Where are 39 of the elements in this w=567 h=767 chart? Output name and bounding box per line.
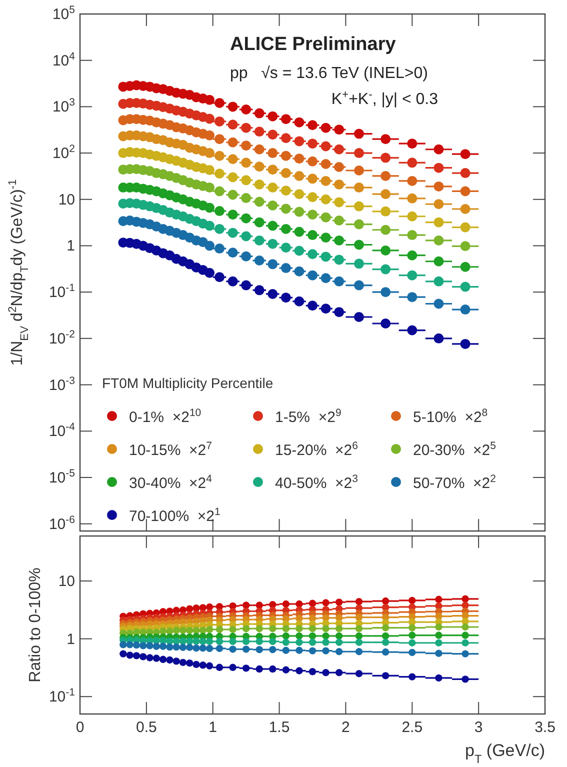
y-tick-label: 10$^{-1}$ (48, 686, 76, 706)
legend-label: 70-100% ×2$^{1}$ (129, 506, 220, 525)
y-tick-label: 1 (66, 630, 75, 648)
legend-label: 1-5% ×2$^{9}$ (275, 407, 342, 426)
x-tick-label: 0.5 (136, 719, 157, 736)
y-tick-label: 10$^{-3}$ (48, 374, 76, 394)
legend-label: 0-1% ×2$^{10}$ (129, 407, 202, 426)
legend-label: 15-20% ×2$^{6}$ (275, 440, 358, 459)
y-tick-label: 10 (58, 191, 75, 208)
y-tick-label: 10$^{-5}$ (48, 467, 76, 486)
y-tick-label: 10$^{3}$ (52, 96, 76, 116)
x-tick-label: 2.5 (402, 719, 423, 736)
y-axis-title: Ratio to 0-100% (27, 568, 44, 682)
x-tick-label: 1 (208, 719, 218, 736)
y-tick-label: 10$^{5}$ (52, 4, 76, 23)
legend-title: FT0M Multiplicity Percentile (102, 375, 274, 391)
legend-label: 5-10% ×2$^{8}$ (413, 407, 488, 426)
y-tick-label: 10$^{2}$ (52, 143, 76, 162)
x-tick-label: 3 (474, 719, 483, 736)
y-tick-label: 10$^{-6}$ (48, 514, 76, 533)
x-tick-label: 2 (342, 719, 350, 736)
y-tick-label: 10$^{4}$ (52, 50, 76, 70)
x-tick-label: 3.5 (534, 719, 556, 736)
legend-label: 40-50% ×2$^{3}$ (275, 473, 358, 492)
legend-label: 10-15% ×2$^{7}$ (129, 440, 212, 459)
x-tick-label: 1.5 (268, 719, 290, 736)
annotation: pp √s = 13.6 TeV (INEL>0) (230, 65, 428, 82)
annotation: K$^{+}$+K$^{-}$, |y| < 0.3 (331, 89, 438, 108)
x-tick-label: 0 (76, 719, 84, 736)
legend-label: 30-40% ×2$^{4}$ (129, 473, 212, 492)
y-tick-label: 10$^{-4}$ (48, 421, 76, 440)
y-tick-label: 10$^{-1}$ (48, 282, 76, 302)
annotation: ALICE Preliminary (230, 34, 396, 55)
y-tick-label: 10 (58, 572, 75, 590)
y-tick-label: 10$^{-2}$ (48, 328, 76, 348)
legend-label: 20-30% ×2$^{5}$ (413, 440, 496, 459)
y-tick-label: 1 (66, 238, 75, 255)
x-axis-title: p$_{T}$ (GeV/c) (464, 741, 545, 766)
legend-label: 50-70% ×2$^{2}$ (413, 473, 496, 492)
